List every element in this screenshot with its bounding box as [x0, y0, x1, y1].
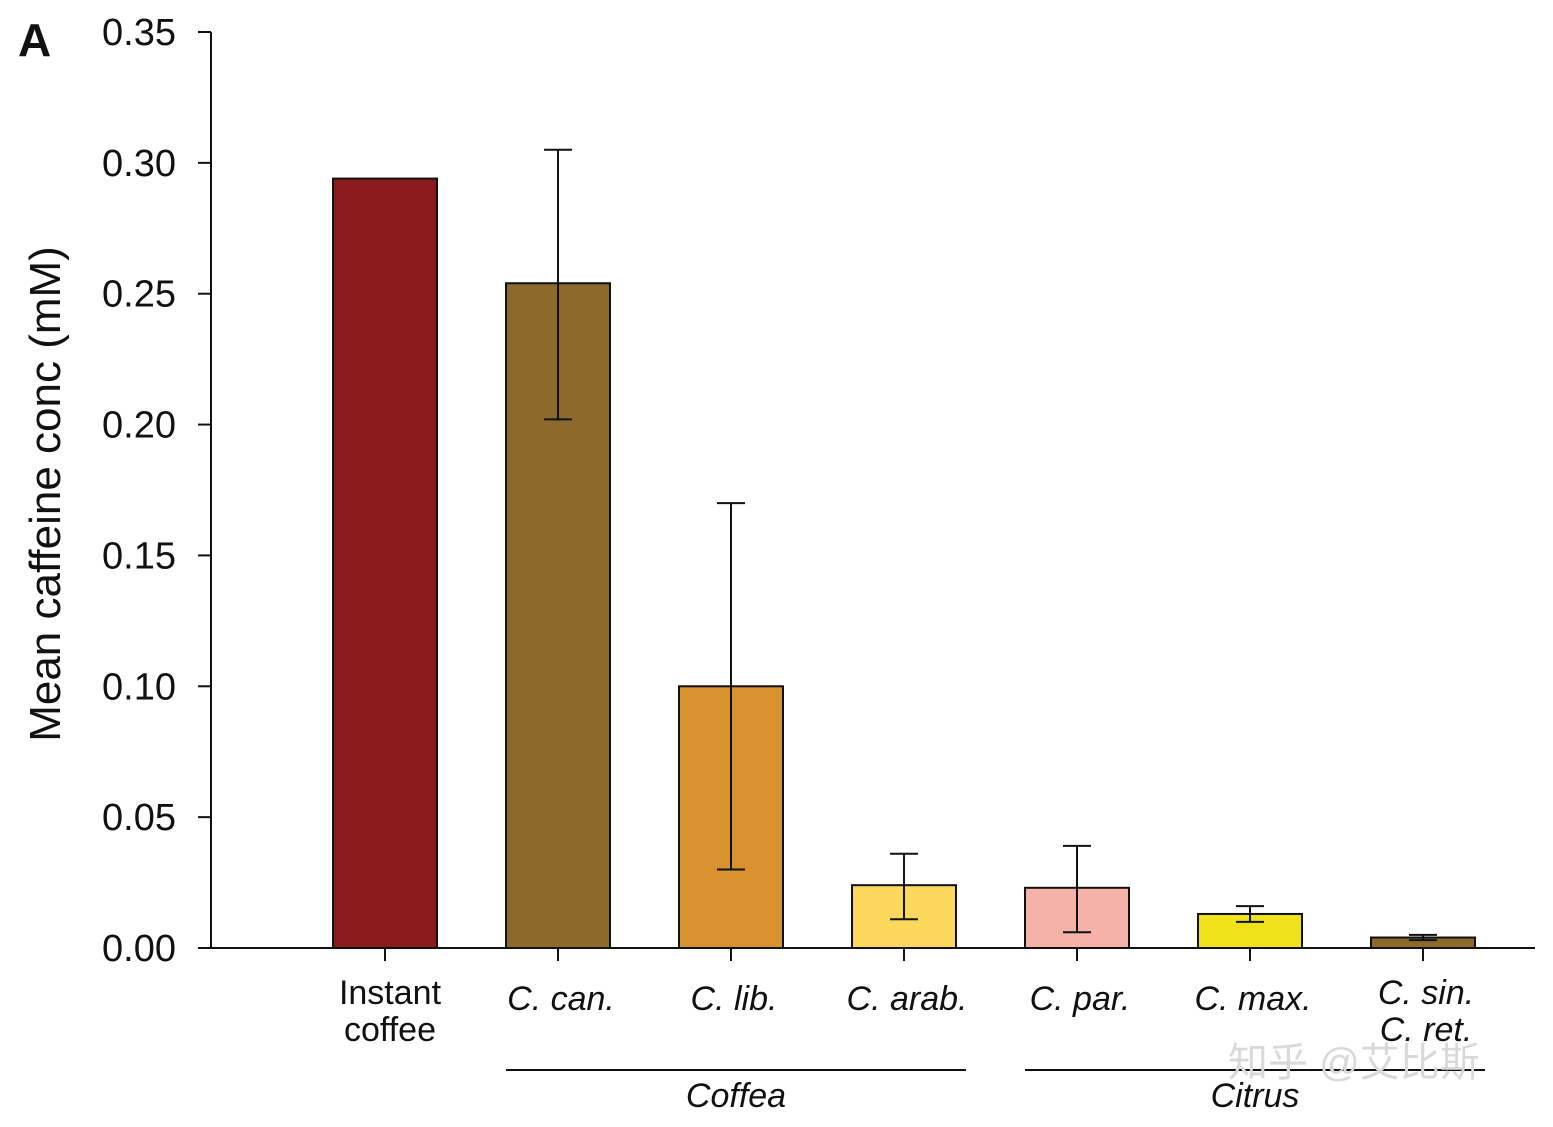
group-brackets: Coffea Citrus — [506, 1069, 1485, 1115]
group-label: Citrus — [1211, 1077, 1300, 1115]
bar — [332, 177, 438, 949]
x-ticks — [384, 948, 1424, 961]
y-ticks: 0.00 0.05 0.10 0.15 0.20 0.25 0.30 0.35 — [102, 12, 211, 970]
x-category-label: C. max. — [1194, 980, 1311, 1018]
y-tick-label: 0.00 — [102, 928, 176, 970]
y-tick-label: 0.20 — [102, 405, 176, 447]
y-tick-label: 0.30 — [102, 143, 176, 185]
y-tick-label: 0.10 — [102, 666, 176, 708]
y-tick-label: 0.15 — [102, 535, 176, 577]
y-tick-label: 0.25 — [102, 274, 176, 316]
y-tick-label: 0.05 — [102, 797, 176, 839]
bars — [332, 177, 1476, 950]
y-axis-title: Mean caffeine conc (mM) — [21, 246, 70, 742]
watermark: 知乎 @艾比斯 — [1228, 1041, 1480, 1085]
error-bars — [544, 148, 1437, 942]
y-tick-label: 0.35 — [102, 12, 176, 54]
x-category-label: C. ret. — [1380, 1011, 1473, 1049]
x-category-label: coffee — [344, 1011, 436, 1049]
x-category-label: Instant — [339, 974, 442, 1012]
x-category-label: C. lib. — [691, 980, 778, 1018]
group-label: Coffea — [686, 1077, 786, 1115]
x-category-label: C. par. — [1030, 980, 1131, 1018]
x-category-label: C. arab. — [847, 980, 968, 1018]
x-category-label: C. sin. — [1378, 974, 1474, 1012]
panel-label: A — [18, 14, 51, 66]
x-category-label: C. can. — [507, 980, 615, 1018]
